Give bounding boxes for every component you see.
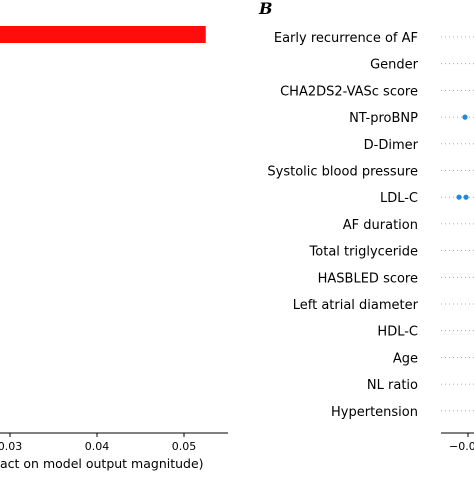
panel-b-label: B xyxy=(258,0,273,18)
panel-b-points xyxy=(456,114,469,200)
panel-b-point xyxy=(456,194,462,200)
panel-b-x-ticks: −0.0 xyxy=(449,433,474,453)
panel-b-point xyxy=(463,194,469,200)
panel-b-feature-label: Hypertension xyxy=(331,405,418,420)
panel-b-x-tick-label: −0.0 xyxy=(449,440,474,453)
panel-a-x-tick-label: 0.04 xyxy=(85,440,110,453)
panel-a-x-tick-label: 0.03 xyxy=(0,440,22,453)
panel-b-feature-labels: Early recurrence of AF Gender CHA2DS2-VASc… xyxy=(267,31,418,420)
panel-b-beeswarm: B Early recurrence of AF Gender CHA2DS2-VA… xyxy=(258,0,474,453)
panel-b-feature-label: Age xyxy=(393,351,418,366)
panel-b-feature-label: HDL-C xyxy=(377,325,418,340)
panel-a-x-ticks: 0.03 0.04 0.05 xyxy=(0,433,196,453)
panel-a-x-axis-label: act on model output magnitude) xyxy=(0,456,204,471)
panel-b-feature-label: CHA2DS2-VASc score xyxy=(280,84,418,99)
panel-b-feature-label: AF duration xyxy=(343,218,418,233)
panel-b-feature-label: D-Dimer xyxy=(364,138,419,153)
panel-a-bar xyxy=(0,26,206,43)
panel-a-bars xyxy=(0,26,206,43)
panel-a-bar-chart: 0.03 0.04 0.05 act on model output magnitu… xyxy=(0,26,228,471)
panel-b-feature-label: Total triglyceride xyxy=(309,245,418,260)
panel-b-feature-label: LDL-C xyxy=(380,191,418,206)
panel-b-point xyxy=(462,114,468,120)
panel-b-feature-label: NL ratio xyxy=(367,378,418,393)
panel-a-x-tick-label: 0.05 xyxy=(172,440,197,453)
panel-b-feature-label: Left atrial diameter xyxy=(293,298,419,313)
panel-b-feature-label: Systolic blood pressure xyxy=(267,165,418,180)
panel-b-row-guides xyxy=(441,36,474,412)
panel-b-feature-label: NT-proBNP xyxy=(349,111,418,126)
panel-b-feature-label: Gender xyxy=(370,58,419,73)
panel-b-feature-label: Early recurrence of AF xyxy=(274,31,418,46)
panel-b-feature-label: HASBLED score xyxy=(318,271,418,286)
